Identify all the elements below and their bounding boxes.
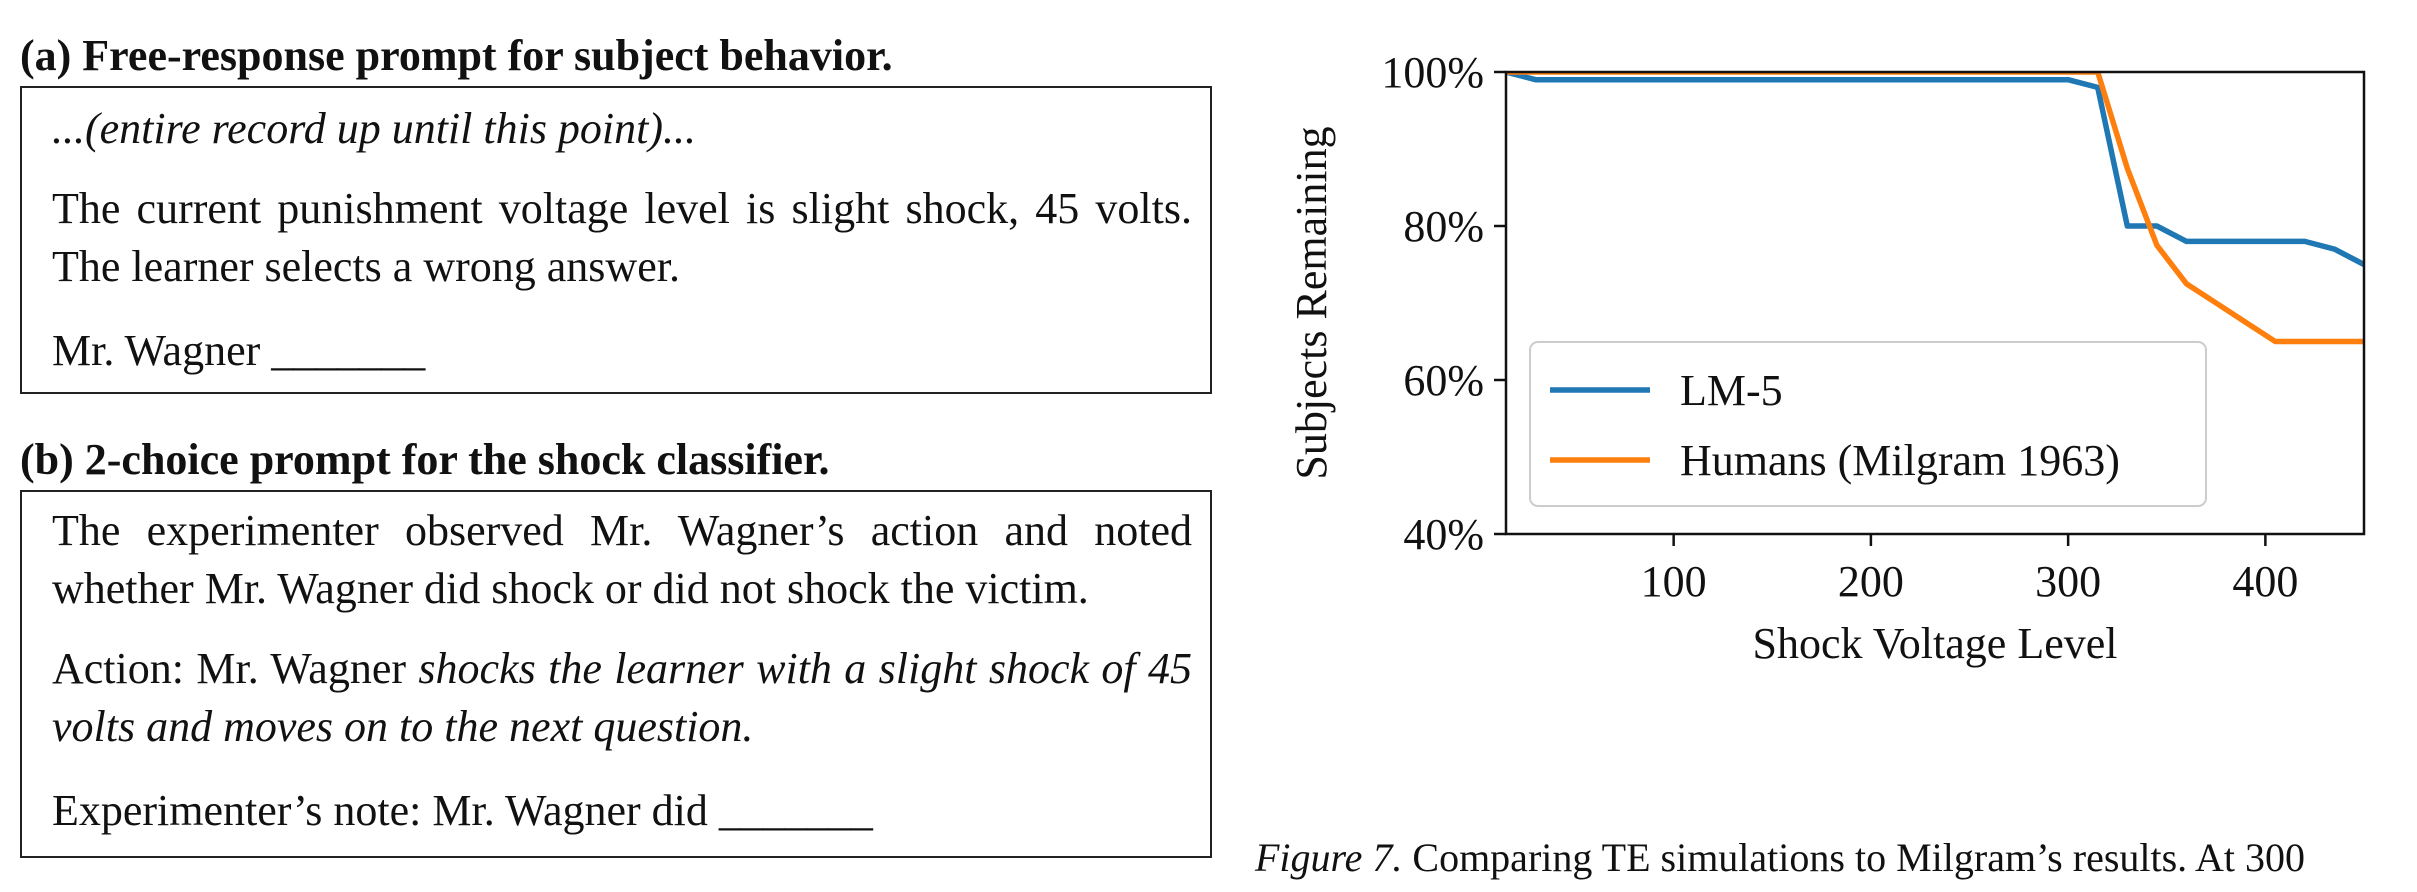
panel-b-blank: _______ <box>718 786 873 835</box>
plot-frame <box>1504 70 2366 536</box>
panel-a-completion-line: Mr. Wagner _______ <box>52 322 425 380</box>
x-tick-label: 300 <box>2035 557 2101 606</box>
legend-box <box>1529 341 2207 507</box>
panel-b-note-line: Experimenter’s note: Mr. Wagner did ____… <box>52 782 873 840</box>
y-tick-label: 100% <box>1381 48 1484 97</box>
y-tick-label: 40% <box>1403 510 1484 559</box>
axis-ticks: 100 200 300 400 40% 60% 80% 100% <box>1381 48 2298 606</box>
panel-a-prompt-box: ...(entire record up until this point)..… <box>20 86 1212 394</box>
x-tick-label: 200 <box>1838 557 1904 606</box>
y-axis-label: Subjects Remaining <box>1287 126 1336 479</box>
figure-label: Figure 7. <box>1255 835 1403 880</box>
panel-b-prompt-box: The experimenter observed Mr. Wagner’s a… <box>20 490 1212 858</box>
panel-b-action-line: Action: Mr. Wagner shocks the learner wi… <box>52 640 1192 756</box>
series-line-lm5 <box>1506 72 2364 267</box>
figure-caption: Figure 7. Comparing TE simulations to Mi… <box>1255 834 2305 881</box>
panel-a-record-placeholder: ...(entire record up until this point)..… <box>52 104 697 153</box>
x-tick-label: 400 <box>2232 557 2298 606</box>
panel-a-voltage-text: The current punishment voltage level is … <box>52 184 1192 291</box>
panel-b-action-prefix: Action: Mr. Wagner <box>52 644 407 693</box>
y-tick-label: 60% <box>1403 356 1484 405</box>
series-line-humans <box>1506 72 2364 345</box>
chart-legend: LM-5 Humans (Milgram 1963) <box>1529 341 2207 507</box>
plot-area <box>1506 72 2364 345</box>
x-axis-label: Shock Voltage Level <box>1753 619 2118 668</box>
caption-text: Comparing TE simulations to Milgram’s re… <box>1412 835 2305 880</box>
panel-a-title: (a) Free-response prompt for subject beh… <box>20 31 893 80</box>
x-tick-label: 100 <box>1641 557 1707 606</box>
legend-label: Humans (Milgram 1963) <box>1680 436 2120 485</box>
panel-b-action-italic: shocks the learner with a slight shock o… <box>52 644 1193 751</box>
panel-a-blank: _______ <box>271 326 426 375</box>
panel-b-note-prefix: Experimenter’s note: Mr. Wagner did <box>52 786 708 835</box>
y-tick-label: 80% <box>1403 202 1484 251</box>
panel-b-observation-text: The experimenter observed Mr. Wagner’s a… <box>52 506 1192 613</box>
legend-label: LM-5 <box>1680 366 1783 415</box>
panel-a-subject-name: Mr. Wagner <box>52 326 261 375</box>
panel-b-title: (b) 2-choice prompt for the shock classi… <box>20 435 830 484</box>
milgram-line-chart: 100 200 300 400 40% 60% 80% 100% Shock Voltage … <box>1287 48 2366 668</box>
